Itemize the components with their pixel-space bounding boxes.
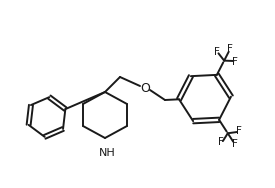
Text: F: F xyxy=(218,137,224,147)
Text: F: F xyxy=(232,57,238,67)
Text: F: F xyxy=(232,139,238,149)
Text: O: O xyxy=(140,82,150,95)
Text: F: F xyxy=(227,44,233,54)
Text: F: F xyxy=(214,47,220,57)
Text: NH: NH xyxy=(99,148,116,158)
Text: F: F xyxy=(236,126,241,136)
